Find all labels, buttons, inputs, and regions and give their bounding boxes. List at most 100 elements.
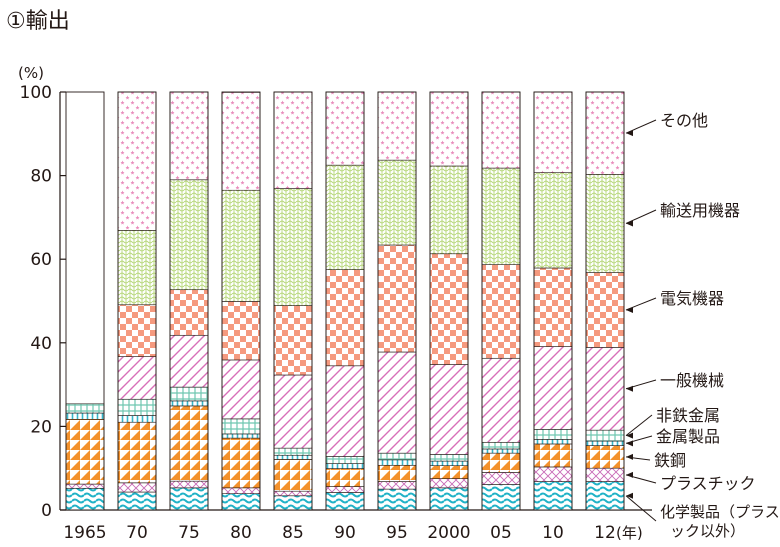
bar-segment [377,452,417,461]
bar-segment [169,480,209,489]
x-tick-label: 95 [386,523,408,543]
legend-label: 化学製品（プラスチック以外） [660,503,780,540]
bar-segment [533,429,573,440]
bar-segment [221,301,261,361]
bar-segment [221,437,261,489]
bar-segment [481,472,521,485]
bar-segment [377,459,417,466]
bar-segment [481,357,521,443]
bar-segment [325,365,365,457]
bar-segment [533,443,573,468]
bar-segment [169,386,209,402]
bar-segment [585,91,625,175]
bar-segment [325,91,365,166]
legend-label: 電気機器 [660,289,724,308]
bar-segment [117,421,157,484]
legend-label: 鉄鋼 [654,451,686,470]
bar-segment [429,460,469,466]
bar-outline [429,91,469,511]
bar-segment [377,464,417,482]
bar-segment [585,467,625,482]
bar-outline [169,91,209,511]
bar-segment [481,484,521,511]
x-tick-label: 85 [282,523,304,543]
bar-segment [273,447,313,456]
legend-leader-line [625,119,657,134]
bar-segment [533,346,573,430]
x-tick-label: 10 [542,523,564,543]
bar-segment [481,452,521,473]
bar-segment [221,418,261,435]
bar-segment [65,483,105,489]
bar-segment [377,351,417,454]
x-tick-label: 90 [334,523,356,543]
bar-outline [533,91,573,511]
bar-segment [169,91,209,181]
bar-outline [377,91,417,511]
legend-label: プラスチック [660,474,756,493]
legend-arrow-icon [626,492,633,499]
bar-segment [585,174,625,273]
bar-segment [325,456,365,464]
bar-segment [169,179,209,291]
bar-outline [273,91,313,511]
x-axis-year-suffix: (年) [616,524,643,542]
y-tick-label: 40 [30,334,52,354]
bar-segment [221,433,261,439]
bar-segment [273,374,313,449]
bar-segment [325,492,365,511]
bars-group [65,91,625,511]
bar-segment [65,403,105,414]
legend-arrow-icon [626,220,633,227]
bar-segment [169,400,209,407]
bar-segment [117,304,157,357]
bar-segment [169,334,209,388]
legend-arrow-icon [626,385,633,392]
legend-leader-line [625,414,653,436]
legend-label: その他 [660,111,708,130]
bar-outline [585,91,625,511]
bar-outline [221,91,261,511]
bar-segment [117,356,157,400]
bar-segment [481,91,521,169]
bar-segment [325,269,365,367]
bar-segment [429,487,469,511]
bar-segment [377,481,417,490]
bar-segment [273,459,313,492]
bar-segment [221,493,261,511]
bar-segment [65,418,105,485]
legend-arrow-icon [626,453,633,460]
bar-segment [429,478,469,489]
bar-segment [273,490,313,497]
bar-segment [481,264,521,359]
x-tick-label: 75 [178,523,200,543]
y-axis-unit: (%) [18,64,44,82]
y-tick-label: 20 [30,417,52,437]
bar-segment [221,92,261,191]
bar-outline [65,91,105,511]
legend-arrow-icon [626,440,633,447]
bar-segment [221,487,261,494]
bar-segment [429,465,469,479]
bar-segment [429,454,469,462]
bar-segment [221,189,261,302]
legend-arrow-icon [626,130,633,137]
y-tick-label: 100 [20,83,52,103]
bar-segment [325,486,365,493]
bar-segment [429,253,469,365]
x-tick-label: 2000 [427,523,470,543]
bar-segment [533,481,573,511]
bar-segment [533,466,573,482]
bar-segment [429,364,469,455]
x-tick-label: 70 [126,523,148,543]
chart-title: ①輸出 [6,9,70,34]
bar-segment [429,91,469,167]
bar-segment [65,487,105,511]
legend-leader-line [625,495,657,522]
bar-segment [221,359,261,420]
y-ticks: 0 20 40 60 80 100 [20,83,66,521]
x-tick-label: 12 [594,523,616,543]
x-tick-label: 1965 [63,523,106,543]
